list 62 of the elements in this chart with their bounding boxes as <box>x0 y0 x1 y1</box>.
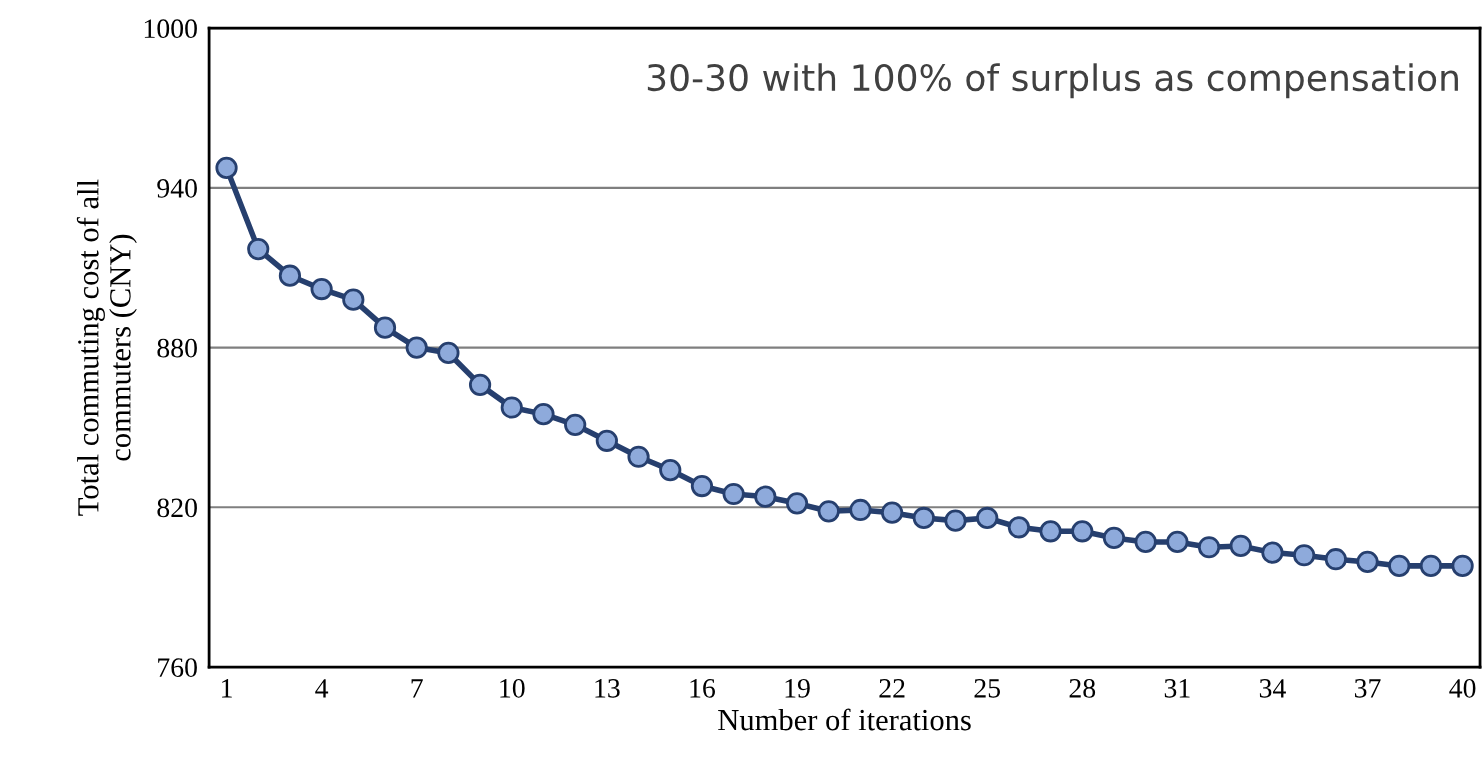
x-tick-label: 40 <box>1449 678 1476 698</box>
point <box>1388 554 1411 577</box>
point <box>532 403 555 426</box>
x-tick-label: 37 <box>1354 679 1381 698</box>
x-tick-label: 28 <box>1069 678 1096 698</box>
x-tick-label: 4 <box>315 679 329 698</box>
point <box>564 413 587 436</box>
y-tick-label: 760 <box>158 658 197 677</box>
x-tick-label: 31 <box>1164 679 1190 698</box>
annotation: 30-30 with 100% of surplus as compensation <box>647 63 1458 99</box>
point <box>1166 530 1189 554</box>
point <box>1356 550 1379 574</box>
x-tick-label: 34 <box>1259 679 1286 698</box>
point <box>690 474 714 498</box>
point <box>373 316 397 339</box>
point <box>1324 548 1347 571</box>
x-tick-label: 22 <box>879 679 905 698</box>
y-tick-label: 880 <box>157 338 197 358</box>
point <box>754 485 777 508</box>
point <box>1261 541 1284 564</box>
x-tick-label: 16 <box>690 679 716 698</box>
x-tick-label: 7 <box>411 679 423 698</box>
x-tick-label: 25 <box>974 679 1000 698</box>
point <box>342 288 365 311</box>
point <box>976 506 999 530</box>
point <box>247 237 270 261</box>
x-tick-label: 19 <box>785 679 810 698</box>
point <box>1293 544 1316 567</box>
point <box>881 501 904 524</box>
point <box>1102 526 1126 550</box>
point <box>500 396 523 419</box>
x-tick-label: 1 <box>222 679 232 698</box>
point <box>215 156 238 180</box>
point <box>1039 520 1062 543</box>
point <box>278 264 302 287</box>
point <box>1419 554 1443 577</box>
point <box>817 500 840 523</box>
y-axis-title: Total commuting cost of all commuters (CNY) <box>76 179 137 516</box>
point <box>468 373 492 396</box>
point <box>849 498 872 522</box>
point <box>944 509 967 532</box>
point <box>1071 520 1094 543</box>
x-tick-label: 13 <box>595 679 620 698</box>
point <box>722 482 745 506</box>
x-tick-label: 10 <box>500 678 525 698</box>
point <box>627 445 650 468</box>
y-tick-label: 820 <box>157 498 197 518</box>
point <box>912 506 935 530</box>
y-tick-label: 940 <box>157 179 197 198</box>
point <box>1229 534 1252 558</box>
point <box>1007 516 1030 539</box>
point <box>437 341 460 365</box>
point <box>1197 536 1221 559</box>
y-tick-label: 1000 <box>144 19 197 39</box>
point <box>595 429 618 452</box>
point <box>659 458 682 482</box>
point <box>785 492 809 515</box>
point <box>1134 530 1157 554</box>
point <box>310 277 333 301</box>
point <box>405 336 428 359</box>
point <box>1451 554 1474 577</box>
x-axis-title: Number of iterations <box>718 708 971 731</box>
